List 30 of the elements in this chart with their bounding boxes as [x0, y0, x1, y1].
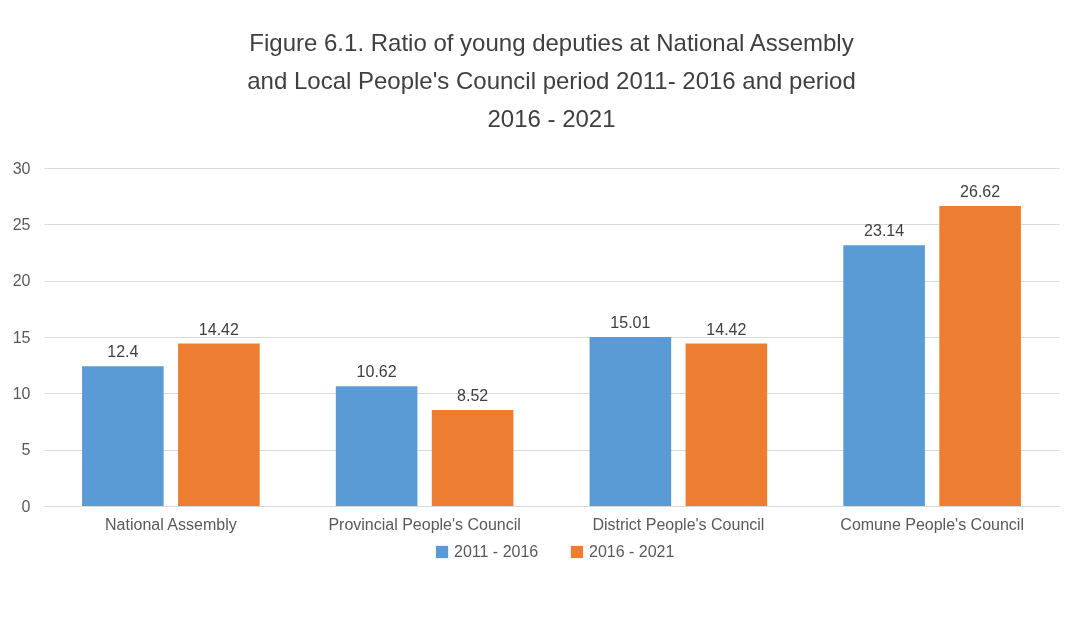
bar	[178, 343, 260, 506]
legend-label: 2011 - 2016	[454, 543, 539, 560]
bar	[843, 245, 925, 506]
y-tick-label: 20	[12, 272, 31, 290]
data-label: 14.42	[198, 320, 239, 338]
data-label: 14.42	[706, 320, 747, 338]
bar	[431, 410, 514, 506]
legend-label: 2016 - 2021	[589, 543, 675, 560]
bar	[82, 366, 164, 506]
data-label: 23.14	[864, 222, 905, 240]
bar	[939, 206, 1021, 506]
y-tick-label: 15	[12, 328, 31, 346]
data-label: 26.62	[960, 183, 1001, 201]
data-label: 12.4	[107, 343, 139, 361]
data-label: 8.52	[457, 387, 489, 405]
x-tick-label: Provincial People's Council	[328, 515, 521, 533]
data-label: 10.62	[356, 363, 397, 381]
x-tick-label: District People's Council	[592, 515, 765, 533]
data-label: 15.01	[610, 313, 651, 331]
bar	[685, 343, 768, 506]
y-tick-label: 25	[12, 215, 31, 233]
chart-title: Figure 6.1. Ratio of young deputies at National Assembly and Local People's Council period 2011- 2016 and period 2016 - 2021	[247, 29, 856, 132]
y-tick-label: 30	[12, 159, 31, 177]
y-tick-label: 5	[21, 441, 31, 459]
y-tick-label: 10	[12, 384, 31, 402]
bar	[589, 336, 672, 506]
x-tick-label: National Assembly	[105, 515, 237, 533]
y-tick-label: 0	[21, 497, 31, 515]
bar	[335, 386, 418, 506]
x-tick-label: Comune People's Council	[840, 515, 1024, 533]
